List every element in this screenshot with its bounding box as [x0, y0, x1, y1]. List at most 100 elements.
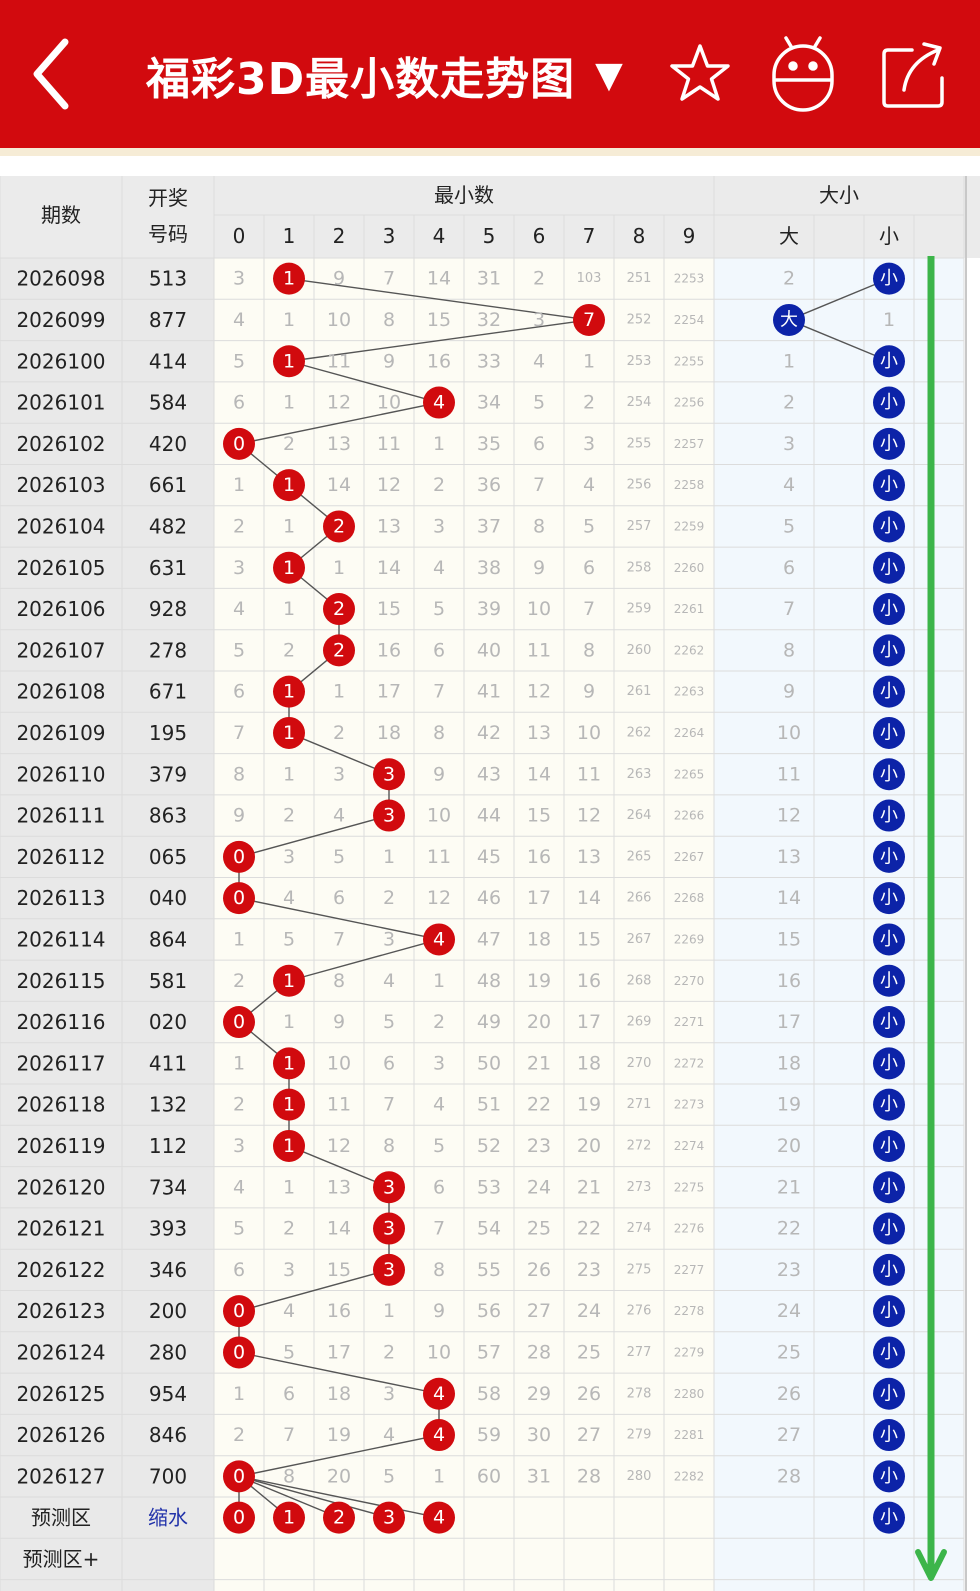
- big-miss-count: 5: [783, 515, 795, 537]
- row-period[interactable]: 2026120: [16, 1175, 105, 1199]
- row-period[interactable]: 2026118: [16, 1093, 105, 1117]
- miss-count: 2269: [674, 932, 705, 946]
- row-period[interactable]: 2026106: [16, 597, 105, 621]
- miss-count: 7: [583, 598, 595, 620]
- prediction-ball-red[interactable]: [223, 1501, 255, 1534]
- prediction-ball-red[interactable]: [373, 1501, 405, 1534]
- row-period[interactable]: 2026117: [16, 1051, 105, 1075]
- min-ball-red: [223, 882, 255, 915]
- miss-count: 20: [327, 1465, 351, 1487]
- miss-count: 5: [283, 928, 295, 950]
- min-ball-label: 1: [283, 1094, 295, 1116]
- row-period[interactable]: 2026108: [16, 680, 105, 704]
- min-ball-label: 0: [233, 887, 245, 909]
- row-period[interactable]: 2026125: [16, 1382, 105, 1406]
- row-period[interactable]: 2026103: [16, 473, 105, 497]
- miss-count: 259: [627, 602, 652, 617]
- miss-count: 2273: [674, 1098, 705, 1112]
- miss-count: 2280: [674, 1387, 705, 1401]
- big-miss-count: 25: [777, 1341, 801, 1363]
- row-period[interactable]: 2026104: [16, 514, 105, 538]
- row-period[interactable]: 2026127: [16, 1464, 105, 1488]
- miss-count: 29: [527, 1383, 551, 1405]
- row-period[interactable]: 2026099: [16, 308, 105, 332]
- miss-count: 9: [333, 268, 345, 290]
- miss-count: 2258: [674, 478, 705, 492]
- miss-count: 2254: [674, 313, 705, 327]
- prediction-ball-label: 3: [383, 1507, 395, 1529]
- row-period[interactable]: 2026121: [16, 1217, 105, 1241]
- miss-count: 2266: [674, 809, 705, 823]
- row-period[interactable]: 2026122: [16, 1258, 105, 1282]
- size-ball-blue: [873, 345, 905, 378]
- app-header: 福彩3D最小数走势图 ▼: [0, 0, 980, 148]
- row-period[interactable]: 2026101: [16, 391, 105, 415]
- row-period[interactable]: 2026123: [16, 1299, 105, 1323]
- big-miss-count: 26: [777, 1383, 801, 1405]
- size-ball-label: 小: [880, 599, 898, 620]
- miss-count: 28: [577, 1465, 601, 1487]
- size-ball-label: 小: [880, 929, 898, 950]
- row-period[interactable]: 2026119: [16, 1134, 105, 1158]
- row-period[interactable]: 2026112: [16, 845, 105, 869]
- size-ball-blue: [873, 593, 905, 626]
- header-number-line1: 开奖: [148, 186, 188, 210]
- miss-count: 4: [233, 598, 245, 620]
- row-period[interactable]: 2026111: [16, 804, 105, 828]
- row-period[interactable]: 2026100: [16, 349, 105, 373]
- prediction-mode-link[interactable]: 缩水: [148, 1506, 188, 1530]
- size-ball-blue: [873, 675, 905, 708]
- row-period[interactable]: 2026115: [16, 969, 105, 993]
- miss-count: 1: [233, 928, 245, 950]
- row-period[interactable]: 2026102: [16, 432, 105, 456]
- miss-count: 3: [533, 309, 545, 331]
- row-number: 846: [149, 1423, 187, 1447]
- miss-count: 8: [383, 1135, 395, 1157]
- row-number: 278: [149, 638, 187, 662]
- row-period[interactable]: 2026107: [16, 638, 105, 662]
- row-period[interactable]: 2026109: [16, 721, 105, 745]
- share-button[interactable]: [878, 34, 948, 114]
- prediction-ball-red[interactable]: [423, 1501, 455, 1534]
- size-ball-blue: [873, 1088, 905, 1121]
- size-ball-label: 小: [880, 268, 898, 289]
- row-period[interactable]: 2026114: [16, 927, 105, 951]
- prediction-size-ball[interactable]: [873, 1501, 905, 1534]
- header-min-digit-1: 1: [283, 224, 296, 248]
- size-ball-blue: [873, 716, 905, 749]
- miss-count: 2267: [674, 850, 705, 864]
- miss-count: 273: [627, 1180, 652, 1195]
- miss-count: 10: [327, 1052, 351, 1074]
- row-period[interactable]: 2026105: [16, 556, 105, 580]
- prediction-ball-red[interactable]: [323, 1501, 355, 1534]
- min-ball-red: [373, 799, 405, 832]
- row-number: 411: [149, 1051, 187, 1075]
- miss-count: 5: [433, 598, 445, 620]
- header-period: 期数: [41, 203, 81, 227]
- miss-count: 2: [533, 268, 545, 290]
- row-period[interactable]: 2026098: [16, 267, 105, 291]
- miss-count: 274: [627, 1221, 652, 1236]
- robot-button[interactable]: [768, 34, 838, 114]
- miss-count: 16: [377, 639, 401, 661]
- min-ball-label: 0: [233, 1011, 245, 1033]
- big-miss-count: 6: [783, 557, 795, 579]
- row-period[interactable]: 2026124: [16, 1340, 105, 1364]
- title-dropdown[interactable]: 福彩3D最小数走势图 ▼: [146, 40, 623, 110]
- trend-table[interactable]: 期数 开奖 号码 最小数 0 1 2 3 4 5 6 7 8 9 大小大小 2026098 513 3 1 9 7 14 3…: [0, 176, 980, 1591]
- row-period[interactable]: 2026116: [16, 1010, 105, 1034]
- row-period[interactable]: 2026126: [16, 1423, 105, 1447]
- big-miss-count: 20: [777, 1135, 801, 1157]
- min-ball-label: 1: [283, 1135, 295, 1157]
- miss-count: 2272: [674, 1056, 705, 1070]
- prediction-ball-red[interactable]: [273, 1501, 305, 1534]
- back-button[interactable]: [25, 36, 85, 112]
- miss-count: 253: [627, 354, 652, 369]
- favorite-button[interactable]: [665, 34, 735, 114]
- min-ball-label: 4: [433, 392, 445, 414]
- row-period[interactable]: 2026113: [16, 886, 105, 910]
- miss-count: 2275: [674, 1180, 705, 1194]
- prediction-plus-label[interactable]: 预测区+: [23, 1547, 100, 1571]
- row-period[interactable]: 2026110: [16, 762, 105, 786]
- miss-count: 2256: [674, 396, 705, 410]
